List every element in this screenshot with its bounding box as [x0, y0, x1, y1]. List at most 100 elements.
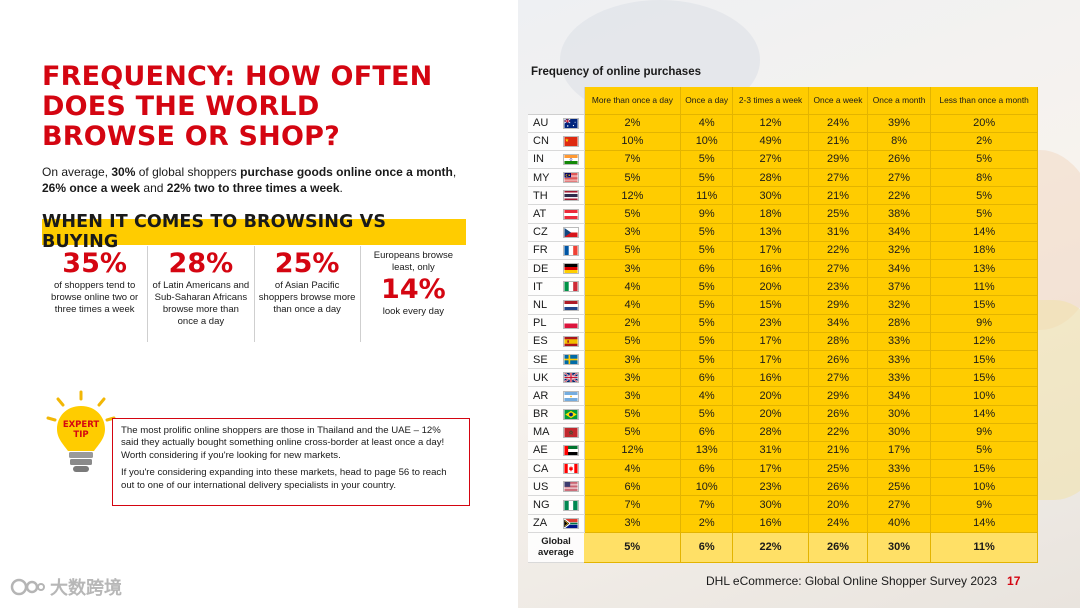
- country-code: AU: [528, 114, 558, 133]
- flag-ae-icon: [558, 441, 585, 461]
- footer: DHL eCommerce: Global Online Shopper Sur…: [706, 574, 1020, 588]
- country-code: CN: [528, 132, 558, 151]
- table-cell: 9%: [680, 204, 734, 224]
- tip-icon-label: EXPERT: [63, 420, 100, 430]
- table-cell: 12%: [584, 186, 682, 206]
- table-cell: 28%: [867, 314, 932, 333]
- table-cell: 38%: [867, 204, 932, 224]
- table-cell: 5%: [680, 241, 734, 261]
- table-cell: 33%: [867, 368, 932, 388]
- table-cell: 6%: [680, 459, 734, 479]
- table-cell: 33%: [867, 350, 932, 370]
- lightbulb-icon: EXPERT TIP: [46, 390, 116, 472]
- country-code: BR: [528, 405, 558, 424]
- table-cell: 28%: [808, 332, 868, 351]
- table-cell: 22%: [867, 186, 932, 206]
- table-cell: 5%: [680, 295, 734, 315]
- stat-pretext: Europeans browse least, only: [373, 250, 453, 273]
- table-cell: 26%: [808, 477, 868, 497]
- table-row: NL 4% 5% 15% 29% 32% 15%: [528, 295, 1038, 315]
- tip-paragraph: The most prolific online shoppers are th…: [121, 425, 445, 461]
- country-code: CA: [528, 459, 558, 479]
- table-cell: 28%: [732, 423, 810, 442]
- table-row: FR 5% 5% 17% 22% 32% 18%: [528, 241, 1038, 261]
- country-code: MA: [528, 423, 558, 442]
- table-cell: 3%: [584, 368, 682, 388]
- table-cell: 6%: [680, 259, 734, 279]
- table-row: AR 3% 4% 20% 29% 34% 10%: [528, 386, 1038, 406]
- table-cell: 4%: [680, 386, 734, 406]
- table-cell: 24%: [808, 114, 868, 133]
- table-cell: 12%: [732, 114, 810, 133]
- table-cell: 39%: [867, 114, 932, 133]
- table-row: AT 5% 9% 18% 25% 38% 5%: [528, 204, 1038, 224]
- flag-cz-icon: [558, 223, 585, 242]
- table-cell: 8%: [867, 132, 932, 151]
- flag-at-icon: [558, 204, 585, 224]
- table-cell: 21%: [808, 441, 868, 461]
- table-cell: 30%: [867, 423, 932, 442]
- column-header: Once a day: [680, 87, 734, 115]
- table-cell: 33%: [867, 459, 932, 479]
- watermark: 大数跨境: [10, 574, 122, 600]
- flag-es-icon: [558, 332, 585, 351]
- table-cell: 5%: [680, 150, 734, 170]
- table-cell: 30%: [867, 405, 932, 424]
- table-cell: 15%: [930, 350, 1038, 370]
- table-cell: 12%: [930, 332, 1038, 351]
- country-code: DE: [528, 259, 558, 279]
- table-cell: 10%: [680, 132, 734, 151]
- table-cell: 4%: [680, 114, 734, 133]
- table-row: SE 3% 5% 17% 26% 33% 15%: [528, 350, 1038, 370]
- flag-de-icon: [558, 259, 585, 279]
- table-row: TH 12% 11% 30% 21% 22% 5%: [528, 186, 1038, 206]
- flag-ar-icon: [558, 386, 585, 406]
- table-cell: 23%: [732, 314, 810, 333]
- table-cell: 16%: [732, 514, 810, 533]
- browsing-banner: WHEN IT COMES TO BROWSING VS BUYING: [42, 212, 466, 252]
- table-cell: 5%: [930, 441, 1038, 461]
- table-row-average: Global average 5% 6% 22% 26% 30% 11%: [528, 532, 1038, 563]
- table-row: UK 3% 6% 16% 27% 33% 15%: [528, 368, 1038, 388]
- table-cell: 11%: [930, 277, 1038, 297]
- table-cell: 20%: [808, 495, 868, 515]
- table-cell: 27%: [732, 150, 810, 170]
- table-cell: 5%: [680, 314, 734, 333]
- table-cell: 25%: [808, 204, 868, 224]
- flag-nl-icon: [558, 295, 585, 315]
- stat-percentage: 35%: [62, 248, 127, 279]
- table-cell: 32%: [867, 295, 932, 315]
- stat-percentage: 14%: [381, 274, 446, 305]
- table-cell: 13%: [930, 259, 1038, 279]
- table-cell: 15%: [930, 368, 1038, 388]
- table-cell: 7%: [584, 150, 682, 170]
- table-cell: 4%: [584, 295, 682, 315]
- table-cell: 15%: [732, 295, 810, 315]
- table-cell: 2%: [930, 132, 1038, 151]
- table-cell: 34%: [867, 259, 932, 279]
- table-cell: 18%: [930, 241, 1038, 261]
- country-code: UK: [528, 368, 558, 388]
- country-code: AR: [528, 386, 558, 406]
- table-cell: 6%: [680, 423, 734, 442]
- average-cell: 11%: [930, 532, 1038, 563]
- stat-percentage: 28%: [168, 248, 234, 279]
- table-cell: 28%: [732, 168, 810, 188]
- expert-tip-box: The most prolific online shoppers are th…: [112, 418, 470, 506]
- table-cell: 27%: [808, 168, 868, 188]
- table-row: BR 5% 5% 20% 26% 30% 14%: [528, 405, 1038, 424]
- table-cell: 17%: [867, 441, 932, 461]
- table-cell: 31%: [808, 223, 868, 242]
- table-cell: 34%: [808, 314, 868, 333]
- table-cell: 34%: [867, 223, 932, 242]
- table-cell: 24%: [808, 514, 868, 533]
- table-cell: 9%: [930, 495, 1038, 515]
- table-cell: 29%: [808, 386, 868, 406]
- table-cell: 33%: [867, 332, 932, 351]
- watermark-text: 大数跨境: [50, 578, 122, 598]
- country-code: MY: [528, 168, 558, 188]
- table-cell: 5%: [584, 241, 682, 261]
- country-code: SE: [528, 350, 558, 370]
- flag-br-icon: [558, 405, 585, 424]
- average-label: Global average: [528, 532, 584, 563]
